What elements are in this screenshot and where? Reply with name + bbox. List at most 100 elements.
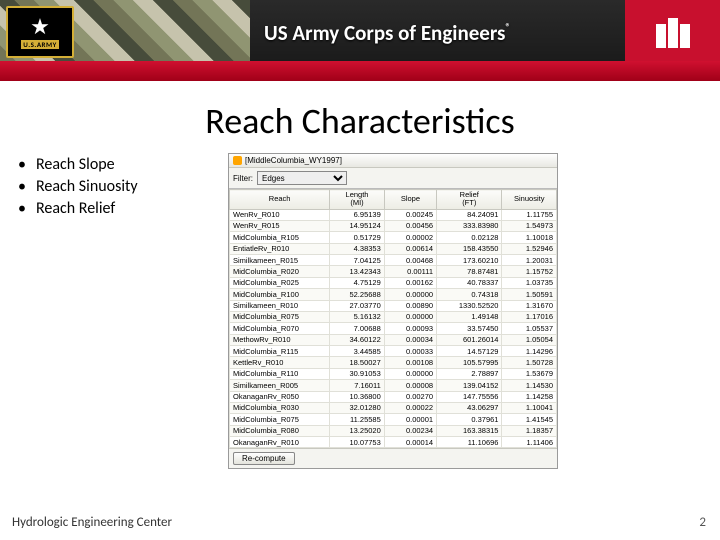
table-cell: Similkameen_R015 bbox=[230, 255, 330, 266]
table-cell: 105.57995 bbox=[437, 357, 502, 368]
table-cell: 147.75556 bbox=[437, 391, 502, 402]
table-cell: 0.00245 bbox=[384, 209, 436, 220]
reach-table: ReachLength(MI)SlopeRelief(FT)Sinuosity … bbox=[229, 189, 557, 448]
army-logo-label: U.S.ARMY bbox=[21, 40, 59, 49]
table-cell: 0.00001 bbox=[384, 414, 436, 425]
table-cell: 0.00022 bbox=[384, 402, 436, 413]
list-item: Reach Slope bbox=[18, 155, 198, 174]
table-cell: 40.78337 bbox=[437, 277, 502, 288]
table-cell: EntiatleRv_R010 bbox=[230, 243, 330, 254]
table-cell: 1.41545 bbox=[502, 414, 557, 425]
list-item: Reach Sinuosity bbox=[18, 177, 198, 196]
table-cell: 6.95139 bbox=[330, 209, 385, 220]
table-row[interactable]: OkanaganRv_R01010.077530.0001411.106961.… bbox=[230, 437, 557, 448]
table-cell: 1.54973 bbox=[502, 220, 557, 231]
table-cell: 1.05054 bbox=[502, 334, 557, 345]
filter-row: Filter: Edges bbox=[229, 168, 557, 188]
table-row[interactable]: MidColumbia_R10052.256880.000000.743181.… bbox=[230, 289, 557, 300]
table-cell: 0.51729 bbox=[330, 232, 385, 243]
table-cell: 1.15752 bbox=[502, 266, 557, 277]
table-cell: MidColumbia_R020 bbox=[230, 266, 330, 277]
table-cell: 1.53679 bbox=[502, 368, 557, 379]
column-header: Reach bbox=[230, 190, 330, 210]
slide-title: Reach Characteristics bbox=[0, 99, 720, 143]
table-row[interactable]: MidColumbia_R02013.423430.0011178.874811… bbox=[230, 266, 557, 277]
army-logo: ★ U.S.ARMY bbox=[6, 6, 74, 58]
table-row[interactable]: MidColumbia_R0755.161320.000001.491481.1… bbox=[230, 311, 557, 322]
page-number: 2 bbox=[699, 515, 706, 530]
org-title: US Army Corps of Engineers® bbox=[264, 20, 511, 46]
table-cell: Similkameen_R010 bbox=[230, 300, 330, 311]
table-cell: 4.75129 bbox=[330, 277, 385, 288]
table-row[interactable]: MidColumbia_R1153.445850.0003314.571291.… bbox=[230, 346, 557, 357]
table-row[interactable]: EntiatleRv_R0104.383530.00614158.435501.… bbox=[230, 243, 557, 254]
column-header: Length(MI) bbox=[330, 190, 385, 210]
table-cell: 7.04125 bbox=[330, 255, 385, 266]
table-cell: 13.25020 bbox=[330, 425, 385, 436]
table-cell: MidColumbia_R075 bbox=[230, 311, 330, 322]
table-row[interactable]: MidColumbia_R07511.255850.000010.379611.… bbox=[230, 414, 557, 425]
table-cell: 0.37961 bbox=[437, 414, 502, 425]
table-row[interactable]: MidColumbia_R0707.006880.0009333.574501.… bbox=[230, 323, 557, 334]
table-row[interactable]: OkanaganRv_R05010.368000.00270147.755561… bbox=[230, 391, 557, 402]
table-cell: 0.00002 bbox=[384, 232, 436, 243]
table-cell: MidColumbia_R080 bbox=[230, 425, 330, 436]
table-cell: 1.20031 bbox=[502, 255, 557, 266]
table-cell: 1330.52520 bbox=[437, 300, 502, 311]
table-cell: 0.02128 bbox=[437, 232, 502, 243]
table-cell: 0.00000 bbox=[384, 311, 436, 322]
table-cell: 1.11406 bbox=[502, 437, 557, 448]
table-cell: 2.78897 bbox=[437, 368, 502, 379]
table-cell: 11.10696 bbox=[437, 437, 502, 448]
table-cell: 33.57450 bbox=[437, 323, 502, 334]
table-cell: 1.10018 bbox=[502, 232, 557, 243]
table-row[interactable]: MidColumbia_R11030.910530.000002.788971.… bbox=[230, 368, 557, 379]
table-cell: WenRv_R010 bbox=[230, 209, 330, 220]
table-cell: 84.24091 bbox=[437, 209, 502, 220]
table-cell: OkanaganRv_R010 bbox=[230, 437, 330, 448]
table-cell: 3.44585 bbox=[330, 346, 385, 357]
table-cell: MidColumbia_R025 bbox=[230, 277, 330, 288]
column-header: Relief(FT) bbox=[437, 190, 502, 210]
table-cell: 1.18357 bbox=[502, 425, 557, 436]
table-cell: 1.52946 bbox=[502, 243, 557, 254]
table-row[interactable]: MidColumbia_R03032.012800.0002243.062971… bbox=[230, 402, 557, 413]
recompute-button[interactable]: Re-compute bbox=[233, 452, 295, 465]
red-stripe bbox=[0, 61, 720, 81]
bullet-list: Reach Slope Reach Sinuosity Reach Relief bbox=[18, 153, 198, 469]
table-cell: 163.38315 bbox=[437, 425, 502, 436]
table-cell: 0.00008 bbox=[384, 380, 436, 391]
table-cell: MidColumbia_R105 bbox=[230, 232, 330, 243]
table-cell: 30.91053 bbox=[330, 368, 385, 379]
registered-icon: ® bbox=[505, 20, 510, 33]
table-cell: 601.26014 bbox=[437, 334, 502, 345]
table-row[interactable]: Similkameen_R0157.041250.00468173.602101… bbox=[230, 255, 557, 266]
table-cell: 173.60210 bbox=[437, 255, 502, 266]
table-row[interactable]: WenRv_R01514.951240.00456333.839801.5497… bbox=[230, 220, 557, 231]
filter-label: Filter: bbox=[233, 174, 253, 183]
table-row[interactable]: WenRv_R0106.951390.0024584.240911.11755 bbox=[230, 209, 557, 220]
table-cell: 0.00033 bbox=[384, 346, 436, 357]
table-cell: 0.00162 bbox=[384, 277, 436, 288]
table-cell: 0.00000 bbox=[384, 289, 436, 300]
table-cell: 0.00234 bbox=[384, 425, 436, 436]
filter-select[interactable]: Edges bbox=[257, 171, 347, 185]
banner-dark-strip: US Army Corps of Engineers® bbox=[250, 0, 625, 65]
table-row[interactable]: MethowRv_R01034.601220.00034601.260141.0… bbox=[230, 334, 557, 345]
table-cell: 4.38353 bbox=[330, 243, 385, 254]
table-row[interactable]: MidColumbia_R08013.250200.00234163.38315… bbox=[230, 425, 557, 436]
table-cell: KettleRv_R010 bbox=[230, 357, 330, 368]
table-cell: 0.00270 bbox=[384, 391, 436, 402]
footer-left: Hydrologic Engineering Center bbox=[12, 515, 172, 530]
content-area: Reach Slope Reach Sinuosity Reach Relief… bbox=[0, 153, 720, 469]
table-row[interactable]: MidColumbia_R1050.517290.000020.021281.1… bbox=[230, 232, 557, 243]
header-banner: ★ U.S.ARMY US Army Corps of Engineers® bbox=[0, 0, 720, 85]
table-row[interactable]: MidColumbia_R0254.751290.0016240.783371.… bbox=[230, 277, 557, 288]
table-row[interactable]: Similkameen_R01027.037700.008901330.5252… bbox=[230, 300, 557, 311]
list-item: Reach Relief bbox=[18, 199, 198, 218]
table-cell: 10.07753 bbox=[330, 437, 385, 448]
table-row[interactable]: Similkameen_R0057.160110.00008139.041521… bbox=[230, 380, 557, 391]
table-cell: 7.00688 bbox=[330, 323, 385, 334]
table-cell: 13.42343 bbox=[330, 266, 385, 277]
table-row[interactable]: KettleRv_R01018.500270.00108105.579951.5… bbox=[230, 357, 557, 368]
